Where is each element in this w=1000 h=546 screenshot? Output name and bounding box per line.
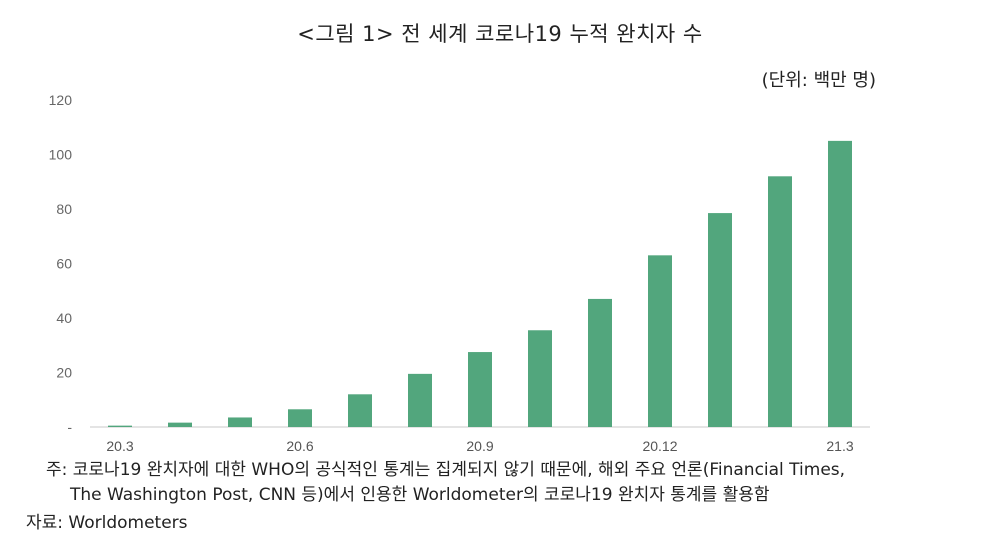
bar-20.3 [108,425,132,427]
bars [108,140,852,427]
bar-20.8 [408,373,432,427]
x-tick-label: 20.6 [286,438,313,454]
bar-20.10 [528,330,552,427]
x-tick-label: 21.3 [826,438,853,454]
y-tick-label: 100 [49,147,73,163]
bar-20.6 [288,409,312,427]
bar-21.1 [708,213,732,427]
bar-21.3 [828,140,852,427]
chart-title: <그림 1> 전 세계 코로나19 누적 완치자 수 [297,22,703,46]
y-tick-label: 80 [56,201,72,217]
footnote-line-2: The Washington Post, CNN 등)에서 인용한 Worldo… [70,485,770,505]
y-tick-label: 40 [56,310,72,326]
y-tick-label: 20 [56,365,72,381]
bar-20.11 [588,298,612,427]
bar-20.4 [168,422,192,427]
x-tick-label: 20.3 [106,438,133,454]
bar-20.5 [228,417,252,427]
bar-20.12 [648,255,672,427]
source-line: 자료: Worldometers [26,513,188,533]
y-tick-label: 60 [56,256,72,272]
bar-21.2 [768,176,792,427]
bar-chart: - 20 40 60 80 100 120 20.3 20.6 20.9 20.12 21.3 [49,92,870,454]
footnote-line-1: 주: 코로나19 완치자에 대한 WHO의 공식적인 통계는 집계되지 않기 때… [46,460,846,480]
bar-20.7 [348,394,372,427]
x-axis: 20.3 20.6 20.9 20.12 21.3 [106,438,853,454]
x-tick-label: 20.12 [642,438,677,454]
x-tick-label: 20.9 [466,438,493,454]
y-tick-label: - [67,419,72,435]
bar-20.9 [468,352,492,427]
y-axis: - 20 40 60 80 100 120 [49,92,73,435]
y-tick-label: 120 [49,92,73,108]
unit-label: (단위: 백만 명) [761,70,876,91]
